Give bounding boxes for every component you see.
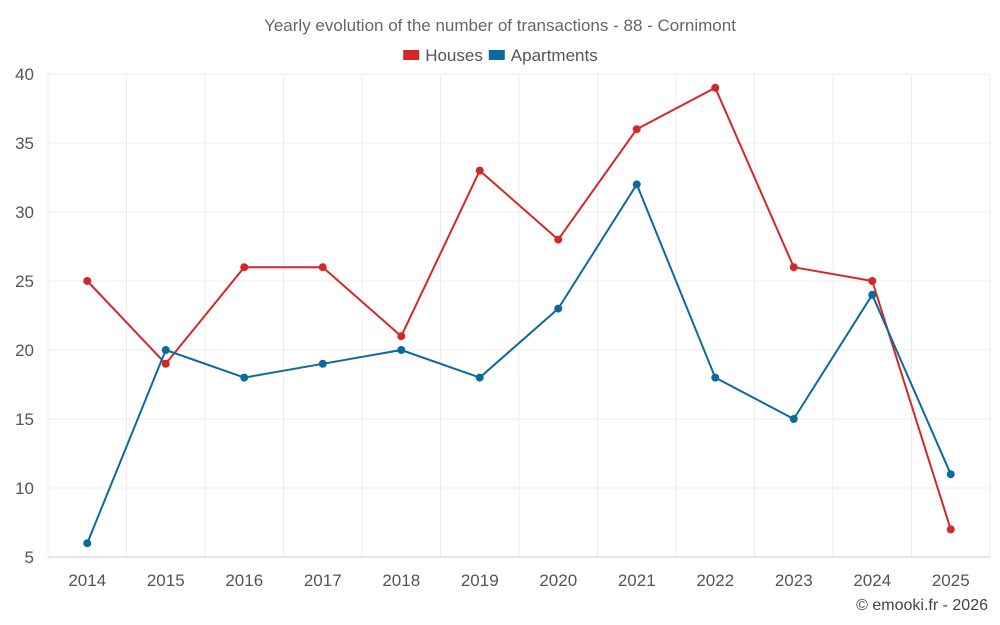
grid-lines xyxy=(47,73,991,558)
data-point-apartments xyxy=(711,373,720,382)
series-line-apartments xyxy=(86,183,952,544)
x-axis-ticks: 2014 2015 2016 2017 2018 2019 2020 2021 2022 2023… xyxy=(68,571,969,590)
legend-label-apartments: Apartments xyxy=(511,46,598,65)
series-group xyxy=(83,83,955,548)
data-point-apartments xyxy=(318,359,327,368)
x-tick-label: 2025 xyxy=(932,571,970,590)
legend: Houses Apartments xyxy=(403,46,598,65)
x-tick-label: 2018 xyxy=(382,571,420,590)
data-point-houses xyxy=(397,332,406,341)
data-point-houses xyxy=(83,277,92,285)
series-line-houses xyxy=(86,86,952,530)
x-tick-label: 2023 xyxy=(775,571,813,590)
data-point-houses xyxy=(711,83,720,92)
data-point-houses xyxy=(789,263,798,272)
x-tick-label: 2024 xyxy=(853,571,891,590)
legend-swatch-apartments xyxy=(488,50,505,60)
x-tick-label: 2014 xyxy=(68,571,106,590)
data-point-apartments xyxy=(397,346,406,354)
x-tick-label: 2022 xyxy=(696,571,734,590)
legend-label-houses: Houses xyxy=(425,46,483,65)
x-tick-label: 2016 xyxy=(225,571,263,590)
data-point-apartments xyxy=(83,539,92,548)
data-point-houses xyxy=(240,263,249,272)
data-point-houses xyxy=(161,359,170,368)
data-point-houses xyxy=(554,235,563,244)
legend-swatch-houses xyxy=(403,50,420,60)
x-tick-label: 2019 xyxy=(461,571,499,590)
data-point-houses xyxy=(946,525,955,534)
x-tick-label: 2017 xyxy=(304,571,342,590)
x-tick-label: 2015 xyxy=(147,571,185,590)
x-tick-label: 2020 xyxy=(539,571,577,590)
y-tick-label: 25 xyxy=(15,272,34,291)
data-point-houses xyxy=(318,263,327,272)
x-tick-label: 2021 xyxy=(618,571,656,590)
data-point-apartments xyxy=(475,373,484,382)
y-tick-label: 20 xyxy=(15,341,34,360)
data-point-apartments xyxy=(789,415,798,423)
y-axis-ticks: 5 10 15 20 25 30 35 40 xyxy=(15,65,34,567)
data-point-houses xyxy=(632,125,641,134)
data-point-apartments xyxy=(240,373,249,382)
data-point-houses xyxy=(475,166,484,175)
data-point-houses xyxy=(868,277,877,285)
y-tick-label: 30 xyxy=(15,203,34,222)
data-point-apartments xyxy=(946,470,955,479)
data-point-apartments xyxy=(161,346,170,354)
data-point-apartments xyxy=(554,304,563,313)
data-point-apartments xyxy=(632,180,641,189)
y-tick-label: 15 xyxy=(15,410,34,429)
chart-title: Yearly evolution of the number of transa… xyxy=(264,16,736,35)
data-point-apartments xyxy=(868,290,877,299)
y-tick-label: 5 xyxy=(25,548,34,567)
y-tick-label: 10 xyxy=(15,479,34,498)
credit-text: © emooki.fr - 2026 xyxy=(856,597,988,614)
y-tick-label: 35 xyxy=(15,134,34,153)
y-tick-label: 40 xyxy=(15,65,34,84)
